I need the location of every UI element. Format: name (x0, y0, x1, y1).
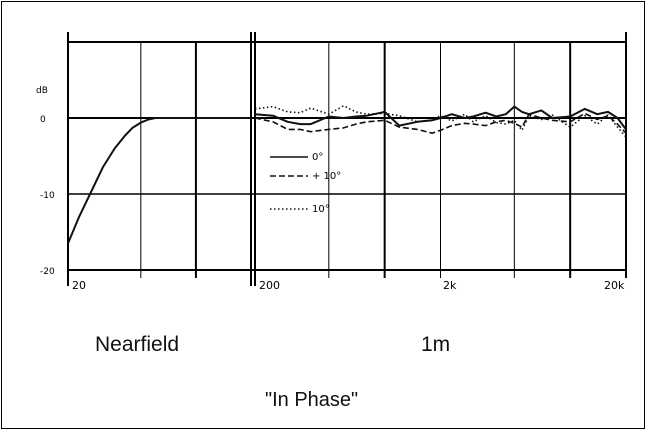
series-line-0-solid (254, 105, 627, 130)
axes (67, 32, 627, 286)
x-tick-label: 2k (443, 279, 457, 292)
series-line-10-dashed (254, 112, 627, 134)
legend-label: + 10° (312, 171, 341, 182)
caption-in-phase: "In Phase" (265, 389, 359, 411)
caption-distance: 1m (421, 333, 451, 356)
y-tick-label: -10 (40, 191, 55, 201)
series-line-10-dotted (254, 105, 627, 138)
legend-label: 10° (312, 204, 330, 215)
x-tick-label: 20 (72, 279, 86, 292)
y-tick-label: -20 (40, 267, 55, 277)
legend-label: 0° (312, 152, 323, 163)
x-tick-label: 200 (259, 279, 280, 292)
y-axis-label: dB (36, 86, 48, 96)
x-tick-label: 20k (604, 279, 625, 292)
caption-nearfield: Nearfield (95, 333, 180, 356)
y-tick-label: 0 (40, 115, 46, 125)
grid (68, 42, 626, 278)
tick-labels: dB 0 -10 -20 20 200 2k 20k (36, 86, 625, 292)
legend: 0° + 10° 10° (270, 152, 341, 215)
series-lines (67, 105, 627, 244)
series-line-nearfield-solid (67, 117, 251, 244)
